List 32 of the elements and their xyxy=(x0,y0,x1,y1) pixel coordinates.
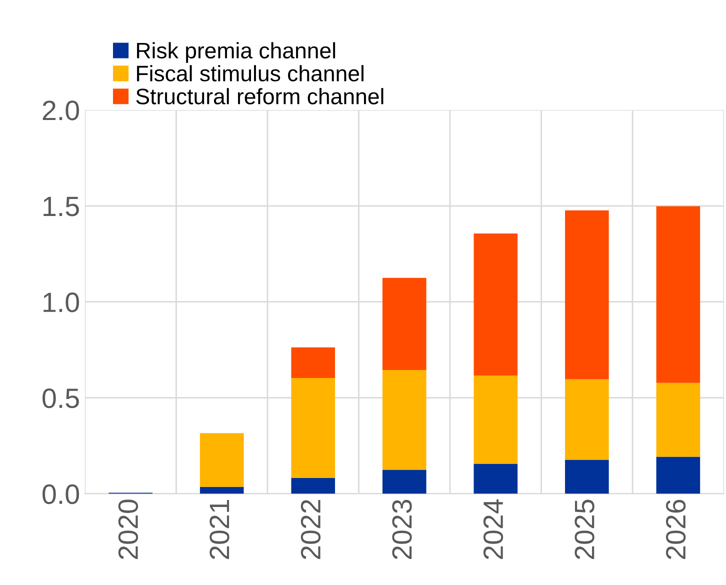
bar xyxy=(291,347,336,378)
bar xyxy=(382,470,426,494)
x-tick-label: 2024 xyxy=(483,499,504,559)
y-tick-label: 1.0 xyxy=(44,292,79,312)
bar xyxy=(656,206,700,383)
y-tick-label: 0.0 xyxy=(42,484,79,504)
x-tick-label: 2026 xyxy=(666,500,686,559)
bar xyxy=(565,460,609,494)
bar xyxy=(474,464,518,494)
legend-label: Structural reform channel xyxy=(136,88,384,104)
bar xyxy=(656,382,700,457)
legend-label: Risk premia channel xyxy=(137,42,336,63)
bar xyxy=(200,433,244,487)
bar xyxy=(291,378,336,478)
y-tick-label: 2.0 xyxy=(42,100,79,120)
bar xyxy=(382,278,426,370)
x-tick-label: 2025 xyxy=(574,500,594,559)
bar xyxy=(656,456,700,494)
x-tick-label: 2023 xyxy=(392,500,412,559)
y-tick-label: 0.5 xyxy=(42,388,79,408)
y-tick-label: 1.5 xyxy=(44,196,79,216)
bar xyxy=(474,234,518,376)
x-tick-label: 2021 xyxy=(210,500,230,559)
bar xyxy=(291,478,336,494)
bar xyxy=(474,376,518,464)
x-tick-label: 2020 xyxy=(118,500,138,559)
x-tick-label: 2022 xyxy=(300,500,321,559)
legend-label: Fiscal stimulus channel xyxy=(137,65,364,82)
bar xyxy=(200,486,244,494)
bar xyxy=(382,370,426,470)
bar xyxy=(565,379,609,460)
bar xyxy=(565,210,609,380)
